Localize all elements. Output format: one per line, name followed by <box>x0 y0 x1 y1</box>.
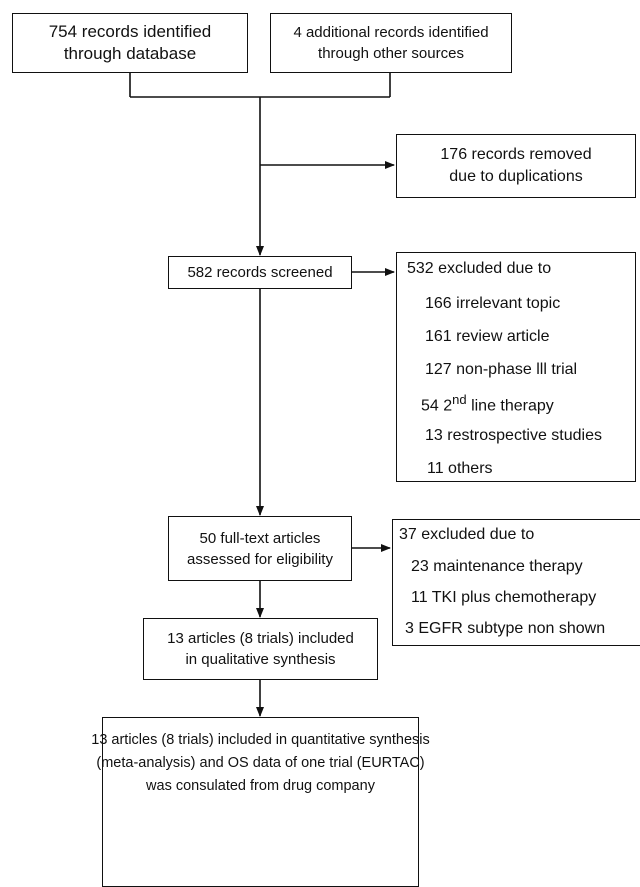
records-screened-box: 582 records screened <box>168 256 352 289</box>
screen-excluded-item-others: 11 others <box>427 460 493 477</box>
full-text-excluded-item-maintenance: 23 maintenance therapy <box>411 558 583 575</box>
screen-excluded-box: 532 excluded due to 166 irrelevant topic… <box>396 252 636 482</box>
duplicates-removed-box: 176 records removed due to duplications <box>396 134 636 198</box>
second-line-superscript: nd <box>452 392 467 407</box>
qualitative-line-1: 13 articles (8 trials) included <box>167 630 354 647</box>
identified-other-line-2: through other sources <box>318 45 464 62</box>
qualitative-line-2: in qualitative synthesis <box>185 651 336 668</box>
duplicates-removed-line-1: 176 records removed <box>440 146 592 163</box>
duplicates-removed-line-2: due to duplications <box>449 168 583 185</box>
second-line-text: line therapy <box>471 397 554 415</box>
identified-database-box: 754 records identified through database <box>12 13 248 73</box>
full-text-excluded-heading: 37 excluded due to <box>399 526 535 543</box>
identified-other-line-1: 4 additional records identified <box>293 24 489 41</box>
identified-database-line-2: through database <box>63 44 197 63</box>
screen-excluded-item-non-phase: 127 non-phase lll trial <box>425 361 578 378</box>
second-line-prefix: 54 2 <box>421 397 453 415</box>
screen-excluded-item-retrospective: 13 restrospective studies <box>425 427 602 444</box>
identified-other-box: 4 additional records identified through … <box>270 13 512 73</box>
screen-excluded-item-second-line: 54 2nd line therapy <box>421 392 554 415</box>
quantitative-line-3: was consulated from drug company <box>146 778 375 794</box>
identified-database-line-1: 754 records identified <box>48 22 212 41</box>
full-text-excluded-box: 37 excluded due to 23 maintenance therap… <box>392 519 640 646</box>
qualitative-synthesis-box: 13 articles (8 trials) included in quali… <box>143 618 378 680</box>
screen-excluded-item-review: 161 review article <box>425 328 550 345</box>
screen-excluded-heading: 532 excluded due to <box>407 260 552 277</box>
full-text-line-1: 50 full-text articles <box>199 529 321 547</box>
quantitative-synthesis-box: 13 articles (8 trials) included in quant… <box>91 717 430 887</box>
records-screened-label: 582 records screened <box>187 263 333 281</box>
full-text-excluded-item-tki: 11 TKI plus chemotherapy <box>411 589 597 606</box>
screen-excluded-item-irrelevant: 166 irrelevant topic <box>425 295 561 312</box>
quantitative-line-2: (meta-analysis) and OS data of one trial… <box>96 755 425 771</box>
full-text-box: 50 full-text articles assessed for eligi… <box>168 516 352 581</box>
quantitative-line-1: 13 articles (8 trials) included in quant… <box>91 732 430 748</box>
full-text-excluded-item-egfr: 3 EGFR subtype non shown <box>405 620 606 637</box>
full-text-line-2: assessed for eligibility <box>187 550 333 568</box>
